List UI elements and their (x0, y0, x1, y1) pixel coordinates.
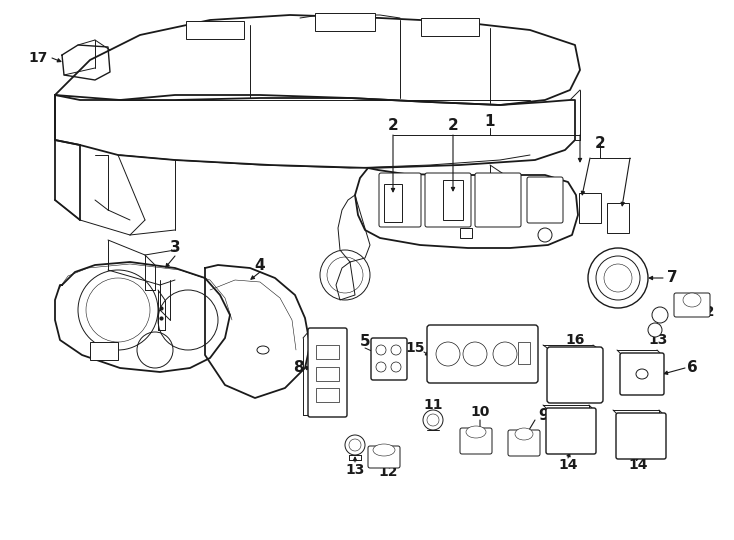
Text: 5: 5 (360, 334, 371, 349)
Text: 17: 17 (29, 51, 48, 65)
Text: 9: 9 (539, 408, 549, 422)
Text: 10: 10 (470, 405, 490, 419)
FancyBboxPatch shape (368, 446, 400, 468)
Text: 11: 11 (424, 398, 443, 412)
Ellipse shape (466, 426, 486, 438)
FancyBboxPatch shape (371, 338, 407, 380)
FancyBboxPatch shape (620, 353, 664, 395)
Ellipse shape (636, 369, 648, 379)
Text: 2: 2 (448, 118, 458, 132)
FancyBboxPatch shape (475, 173, 521, 227)
Ellipse shape (683, 293, 701, 307)
Bar (579, 193, 601, 223)
FancyBboxPatch shape (308, 328, 347, 417)
Bar (316, 388, 339, 402)
Text: 13: 13 (648, 333, 668, 347)
Bar (421, 18, 479, 36)
Bar (315, 13, 375, 31)
Bar (460, 228, 472, 238)
FancyBboxPatch shape (546, 408, 596, 454)
Text: 14: 14 (559, 458, 578, 472)
FancyBboxPatch shape (427, 325, 538, 383)
Circle shape (588, 248, 648, 308)
Bar (384, 184, 402, 222)
Circle shape (648, 323, 662, 337)
FancyBboxPatch shape (425, 173, 471, 227)
FancyBboxPatch shape (674, 293, 710, 317)
FancyBboxPatch shape (508, 430, 540, 456)
FancyBboxPatch shape (616, 413, 666, 459)
Ellipse shape (515, 428, 533, 440)
FancyBboxPatch shape (379, 173, 421, 227)
Bar (443, 180, 463, 220)
Text: 6: 6 (686, 361, 697, 375)
Bar (316, 345, 339, 359)
Text: 12: 12 (378, 465, 398, 479)
Circle shape (652, 307, 668, 323)
Text: 16: 16 (565, 333, 585, 347)
Text: 2: 2 (388, 118, 399, 132)
Text: 1: 1 (484, 114, 495, 130)
Bar (316, 367, 339, 381)
Bar (186, 21, 244, 39)
Circle shape (345, 435, 365, 455)
Ellipse shape (373, 444, 395, 456)
FancyBboxPatch shape (527, 177, 563, 223)
Text: 13: 13 (345, 463, 365, 477)
Text: 15: 15 (405, 341, 425, 355)
Text: 2: 2 (595, 136, 606, 151)
Bar (607, 203, 629, 233)
Text: 14: 14 (628, 458, 647, 472)
FancyBboxPatch shape (547, 347, 603, 403)
Polygon shape (62, 45, 110, 80)
Ellipse shape (257, 346, 269, 354)
Circle shape (423, 410, 443, 430)
Text: 7: 7 (666, 271, 677, 286)
FancyBboxPatch shape (460, 428, 492, 454)
Text: 8: 8 (293, 361, 303, 375)
Bar (90, 342, 118, 360)
Bar (518, 342, 530, 364)
Text: 4: 4 (255, 258, 265, 273)
Text: 12: 12 (695, 305, 715, 319)
Text: 3: 3 (170, 240, 181, 255)
